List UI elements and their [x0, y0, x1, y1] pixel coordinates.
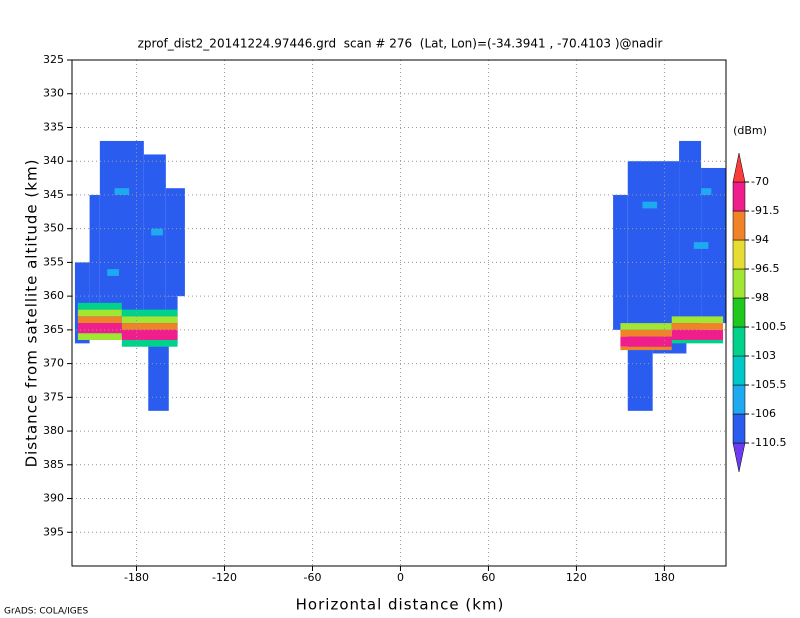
colorbar-box [732, 210, 746, 241]
colorbar-label: (dBm) [733, 124, 767, 137]
colorbar-label: -96.5 [751, 262, 779, 275]
cell [121, 339, 178, 347]
cell [89, 194, 100, 337]
colorbar-box [732, 355, 746, 386]
y-tick-label: 350 [43, 222, 64, 235]
cell [679, 140, 702, 330]
cell [620, 336, 672, 347]
x-tick-label: 120 [566, 571, 587, 584]
plot-frame [71, 59, 727, 567]
cell [642, 201, 658, 209]
cell [121, 316, 178, 324]
chart-title: zprof_dist2_20141224.97446.grd scan # 27… [138, 37, 663, 51]
y-tick-label: 390 [43, 492, 64, 505]
colorbar-box [732, 268, 746, 299]
cell [620, 329, 672, 337]
y-tick-label: 330 [43, 87, 64, 100]
cell [151, 228, 163, 236]
cell [77, 333, 122, 340]
x-tick-label: 60 [481, 571, 495, 584]
cell [107, 269, 119, 276]
cell [114, 188, 130, 195]
cell [627, 161, 680, 330]
cell [671, 329, 724, 340]
colorbar-box [732, 297, 746, 328]
colorbar-label: -105.5 [751, 378, 786, 391]
cell [671, 316, 724, 324]
cell [121, 323, 178, 330]
cell [121, 309, 178, 317]
x-tick-label: -120 [212, 571, 237, 584]
x-tick-label: 0 [397, 571, 404, 584]
x-axis-label: Horizontal distance (km) [296, 596, 505, 614]
cell [77, 309, 122, 317]
colorbar-label: -110.5 [751, 436, 786, 449]
cell [143, 154, 166, 337]
y-tick-label: 365 [43, 323, 64, 336]
cell [671, 323, 724, 330]
y-tick-label: 375 [43, 390, 64, 403]
y-tick-label: 340 [43, 154, 64, 167]
cell [121, 329, 178, 340]
colorbar-label: -94 [751, 233, 769, 246]
cell [693, 242, 709, 249]
y-tick-label: 395 [43, 525, 64, 538]
colorbar-label: -103 [751, 349, 776, 362]
cell [77, 316, 122, 324]
x-tick-label: -60 [303, 571, 321, 584]
cell [165, 188, 185, 297]
colorbar-box [732, 413, 746, 444]
cell [620, 323, 672, 330]
colorbar-triangle [732, 442, 746, 473]
colorbar-box [732, 239, 746, 270]
colorbar-label: -100.5 [751, 320, 786, 333]
x-tick-label: -180 [124, 571, 149, 584]
cell [77, 302, 122, 310]
y-tick-label: 380 [43, 424, 64, 437]
colorbar-label: -106 [751, 407, 776, 420]
colorbar-triangle [732, 152, 746, 183]
cell [620, 346, 672, 351]
cell [701, 188, 712, 195]
cell [77, 323, 122, 334]
y-tick-label: 370 [43, 357, 64, 370]
y-tick-label: 355 [43, 255, 64, 268]
colorbar-label: -70 [751, 175, 769, 188]
cell [671, 339, 724, 344]
colorbar-box [732, 181, 746, 212]
footer: GrADS: COLA/IGES [4, 607, 88, 617]
y-axis-label: Distance from satellite altitude (km) [23, 159, 41, 468]
colorbar-box [732, 326, 746, 357]
colorbar-label: -91.5 [751, 204, 779, 217]
x-tick-label: 180 [654, 571, 675, 584]
colorbar-box [732, 384, 746, 415]
y-tick-label: 385 [43, 458, 64, 471]
y-tick-label: 335 [43, 120, 64, 133]
y-tick-label: 345 [43, 188, 64, 201]
colorbar-label: -98 [751, 291, 769, 304]
cell [148, 336, 169, 411]
y-tick-label: 360 [43, 289, 64, 302]
y-tick-label: 325 [43, 53, 64, 66]
